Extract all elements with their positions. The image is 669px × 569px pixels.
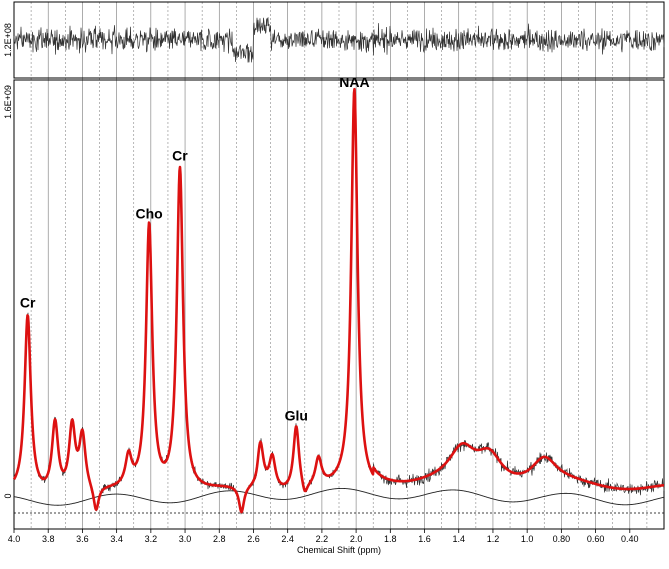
baseline-series [13,488,665,506]
grid-lines [30,2,648,529]
residual-y-tick-label: 1.2E+08 [3,23,13,57]
x-tick-label: 2.2 [316,534,329,544]
x-axis-ticks: 4.0 3.8 3.6 3.4 3.2 3.0 2.8 2.6 2.4 2.2 2.0 1.8 1.6 1… [8,529,639,544]
fit-series [12,87,665,514]
x-tick-label: 2.6 [247,534,260,544]
x-tick-label: 1.0 [521,534,534,544]
x-tick-label: 4.0 [8,534,21,544]
x-tick-label: 2.0 [350,534,363,544]
x-tick-label: 3.0 [179,534,192,544]
peak-label-cho: Cho [136,206,163,222]
x-tick-label: 2.8 [213,534,226,544]
residual-series [13,16,665,63]
peak-label-naa: NAA [339,74,369,90]
main-panel-frame [13,79,665,530]
x-tick-label: 2.4 [281,534,294,544]
peak-label-glu: Glu [285,407,308,423]
x-tick-label: 3.8 [42,534,55,544]
x-tick-label: 3.6 [76,534,89,544]
x-tick-label: 1.6 [418,534,431,544]
peak-label-cr: Cr [172,147,188,163]
x-tick-label: 1.2 [487,534,500,544]
peak-label-cr: Cr [20,295,36,311]
peak-labels: Cr Cho Cr Glu NAA [20,74,370,424]
x-tick-label: 3.2 [145,534,158,544]
x-axis-title: Chemical Shift (ppm) [297,545,381,555]
x-tick-label: 0.40 [621,534,639,544]
x-tick-label: 0.80 [553,534,571,544]
main-y-tick-label-zero: 0 [3,493,13,498]
x-tick-label: 0.60 [587,534,605,544]
main-y-tick-label-top: 1.6E+09 [3,85,13,119]
x-tick-label: 1.4 [452,534,465,544]
x-tick-label: 3.4 [110,534,123,544]
x-tick-label: 1.8 [384,534,397,544]
